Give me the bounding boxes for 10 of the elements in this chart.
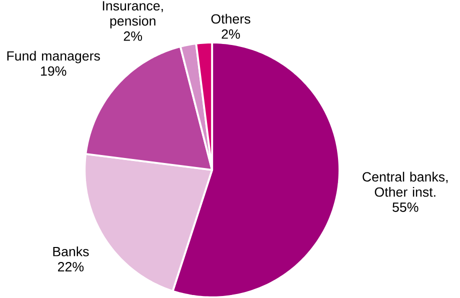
slice-label: Insurance, pension xyxy=(102,1,163,28)
data-label: 2% xyxy=(222,29,240,39)
data-label: 19% xyxy=(41,66,66,76)
slice-label: Central banks, Other inst. xyxy=(362,172,448,197)
slice-label: Others xyxy=(211,14,250,24)
data-label: 55% xyxy=(392,202,418,212)
slice-label: Fund managers xyxy=(7,50,100,64)
slice-label: Banks xyxy=(53,246,89,256)
data-label: 2% xyxy=(124,31,142,41)
data-label: 22% xyxy=(58,262,84,272)
